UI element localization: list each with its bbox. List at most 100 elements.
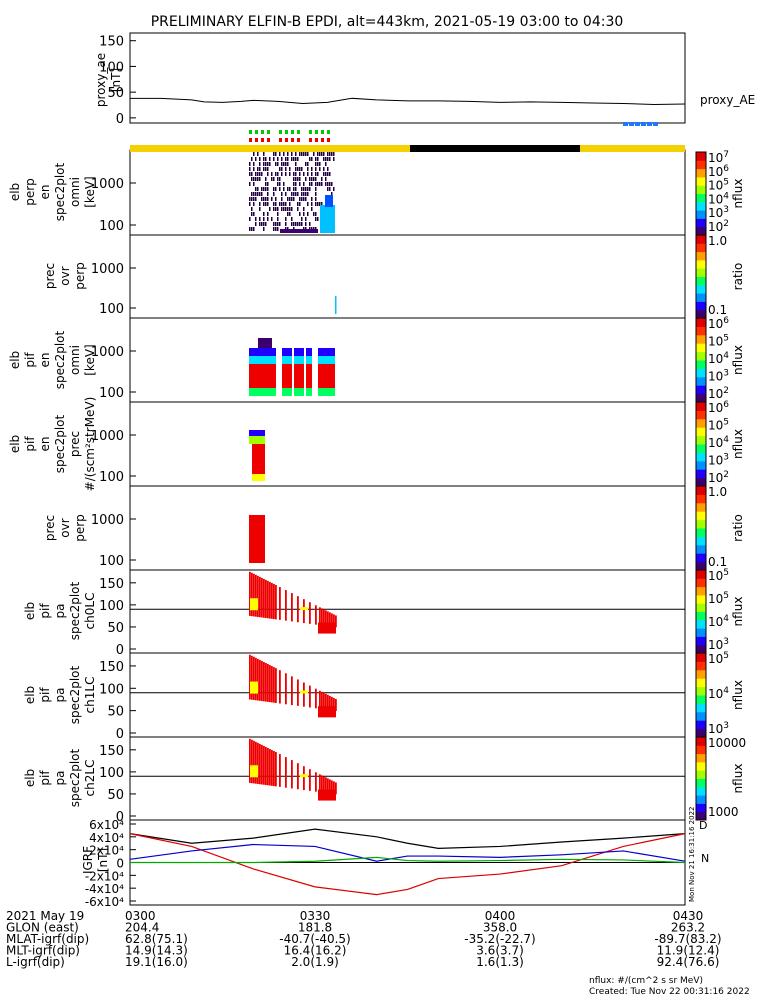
status-green-mark: [327, 130, 330, 134]
spectrum-pixel: [291, 192, 293, 196]
y-tick-label: 6x10⁴: [89, 818, 124, 832]
spectrum-pixel: [281, 157, 283, 161]
spectrum-pixel: [329, 152, 331, 156]
spectrum-pixel: [281, 162, 283, 166]
colorbar-swatch: [696, 293, 706, 302]
spectrum-pixel: [283, 202, 285, 206]
colorbar-swatch: [696, 502, 706, 512]
status-green-mark: [321, 130, 324, 134]
spectrum-pixel: [291, 197, 293, 201]
colorbar-tick-label: 105: [708, 418, 729, 433]
spectrum-pixel: [315, 202, 317, 206]
pa-pixel: [265, 746, 267, 786]
y-tick-label: 100: [99, 386, 124, 401]
spectrum-pixel: [253, 197, 255, 201]
colorbar-tick-label: 103: [708, 369, 729, 384]
y-tick-label: 150: [99, 744, 124, 759]
spectrum-pixel: [301, 152, 303, 156]
spectrum-pixel: [265, 162, 267, 166]
colorbar-swatch: [696, 753, 706, 763]
spectrum-pixel: [251, 192, 253, 196]
spectrum-block: [294, 388, 304, 396]
y-axis-label: ovr: [58, 266, 72, 285]
spectrum-pixel: [305, 192, 307, 196]
panel-frame: [129, 736, 686, 821]
spectrum-pixel: [297, 192, 299, 196]
pa-pixel: [309, 602, 311, 624]
colorbar-swatch: [696, 418, 706, 428]
colorbar-swatch: [696, 695, 706, 704]
footer-value: 11.9(12.4): [657, 944, 720, 958]
spectrum-pixel: [249, 182, 251, 186]
colorbar-swatch: [696, 351, 706, 361]
pa-pixel: [331, 696, 333, 711]
spectrum-pixel: [327, 172, 329, 176]
pa-pixel: [269, 665, 271, 703]
spectrum-pixel: [293, 182, 295, 186]
spectrum-block: [294, 348, 304, 356]
spectrum-pixel: [259, 222, 261, 226]
pa-pixel: [327, 611, 329, 627]
y-tick-label: 150: [99, 35, 124, 50]
colorbar-swatch: [696, 544, 706, 554]
spectrum-pixel: [299, 222, 301, 226]
spectrum-pixel: [325, 157, 327, 161]
spectrum-pixel: [303, 192, 305, 196]
spectrum-pixel: [277, 157, 279, 161]
y-tick-label: -6x10⁴: [85, 895, 124, 909]
spectrum-pixel: [293, 222, 295, 226]
pa-pixel: [303, 599, 305, 624]
pa-pixel: [271, 749, 273, 786]
spectrum-pixel: [263, 152, 265, 156]
y-tick-label: 1000: [91, 262, 124, 277]
y-tick-label: -2x10⁴: [85, 869, 124, 883]
spectrum-pixel: [319, 162, 321, 166]
colorbar-swatch: [696, 435, 706, 445]
spectrum-pixel: [317, 202, 319, 206]
colorbar-swatch: [696, 376, 706, 386]
colorbar-tick-label: 103: [708, 205, 729, 220]
spectrum-pixel: [267, 217, 269, 221]
spectrum-pixel: [263, 197, 265, 201]
spectrum-pixel: [267, 197, 269, 201]
spectrum-pixel: [281, 202, 283, 206]
y-axis-label: elb: [23, 602, 37, 620]
pa-pixel: [263, 745, 265, 785]
spectrum-pixel: [285, 157, 287, 161]
pa-pixel: [333, 614, 335, 628]
proxy-ae-line: [130, 97, 686, 105]
pa-pixel: [275, 584, 277, 620]
colorbar: 1000 10000 nflux: [695, 736, 746, 821]
spectrum-pixel: [305, 222, 307, 226]
colorbar: 0.1 1.0 ratio: [695, 234, 745, 319]
colorbar-swatch: [696, 711, 706, 721]
pa-pixel: [250, 681, 258, 694]
pa-pixel: [279, 587, 281, 620]
spectrum-pixel: [293, 187, 295, 191]
colorbar-swatch: [696, 761, 706, 771]
pa-pixel: [333, 781, 335, 795]
spectrum-pixel: [285, 202, 287, 206]
y-axis-label: pif: [38, 603, 52, 619]
colorbar-swatch: [696, 284, 706, 294]
y-axis-label: ovr: [58, 518, 72, 537]
status-bar-yellow: [130, 145, 685, 152]
spectrum-block: [249, 436, 265, 444]
y-tick-label: 1000: [91, 345, 124, 360]
colorbar-swatch: [696, 326, 706, 336]
pa-pixel: [303, 682, 305, 707]
colorbar-swatch: [696, 460, 706, 470]
colorbar-swatch: [696, 578, 706, 588]
pa-pixel: [285, 757, 287, 788]
spectrum-pixel: [303, 187, 305, 191]
pa-pixel: [265, 662, 267, 702]
spectrum-pixel: [311, 202, 313, 206]
footer-value: -35.2(-22.7): [464, 932, 535, 946]
pa-pixel: [291, 593, 293, 622]
pa-pixel: [327, 778, 329, 794]
spectrum-pixel: [313, 212, 315, 216]
spectrum-pixel: [309, 177, 311, 181]
status-blue-mark: [641, 122, 646, 126]
status-green-mark: [291, 130, 294, 134]
spectrum-pixel: [269, 157, 271, 161]
